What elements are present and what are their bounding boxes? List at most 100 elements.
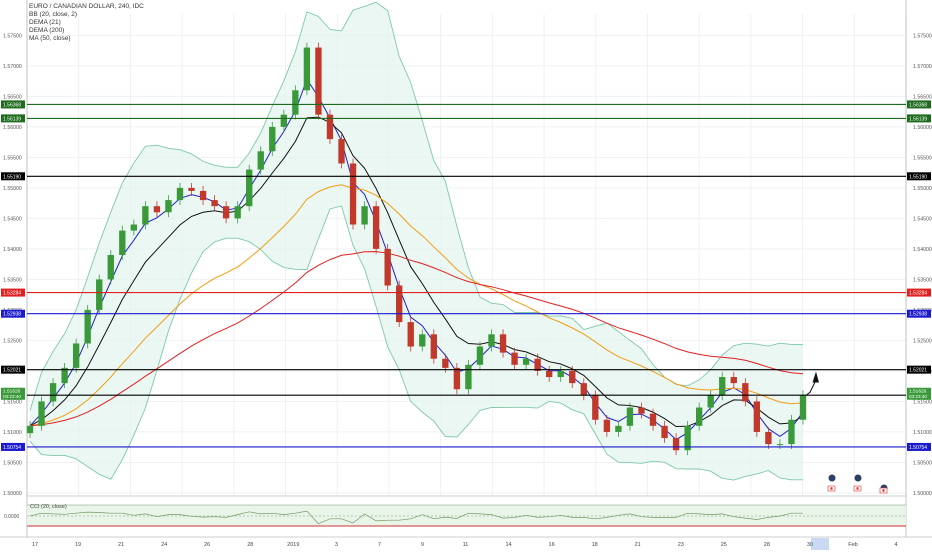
candle-body (684, 425, 691, 451)
countdown-text: 03:23:40 (3, 394, 21, 399)
x-tick-label: 7 (378, 542, 381, 548)
cci-zero-label: 0.0000 (4, 514, 20, 520)
candle-body (742, 383, 749, 402)
level-tag-left-text: 1.52938 (3, 312, 21, 318)
x-tick-label: 4 (894, 542, 897, 548)
candle-body (338, 139, 345, 164)
level-tag-right-text: 1.52021 (909, 368, 927, 374)
level-tag-right-text: 1.52938 (909, 312, 927, 318)
bb-band-fill (30, 2, 803, 481)
indicator-ma50: MA (50, close) (29, 35, 71, 42)
x-tick-label: 3 (335, 542, 338, 548)
y-tick-label-left: 1.52500 (3, 338, 22, 344)
x-tick-label: 21 (118, 542, 124, 548)
indicator-bb: BB (20, close, 2) (29, 11, 78, 18)
y-tick-label-left: 1.57500 (3, 33, 22, 39)
level-tag-left (1, 365, 25, 374)
event-icon[interactable] (854, 474, 862, 482)
candle-body (246, 169, 253, 207)
y-tick-label-left: 1.54500 (3, 216, 22, 222)
x-tick-label: 2019 (287, 542, 299, 548)
candle-body (199, 190, 207, 201)
candle-body (569, 370, 576, 384)
ma50-line (29, 184, 804, 427)
projection-arrow (805, 379, 817, 396)
candle-body (453, 367, 461, 390)
x-axis-labels: 17 19 21 24 26 28 2019 3 7 9 11 14 16 18 21 23 25 28 30 Feb… (32, 542, 898, 548)
x-tick-label: 23 (678, 542, 684, 548)
symbol-title: EURO / CANADIAN DOLLAR, 240, IDC (29, 3, 144, 10)
y-tick-label-right: 1.53500 (913, 277, 932, 283)
y-tick-label-left: 1.51500 (3, 399, 22, 405)
level-tag-right-text: 1.56139 (909, 116, 927, 122)
x-tick-label: 24 (161, 542, 167, 548)
x-tick-label: 19 (75, 542, 81, 548)
candle-body (222, 206, 230, 219)
y-tick-label-right: 1.55500 (913, 155, 932, 161)
level-tag-left-text: 1.52021 (3, 368, 21, 374)
event-icon[interactable] (828, 474, 836, 482)
candle-body (776, 444, 784, 446)
candle-body (522, 358, 530, 365)
y-tick-label-right: 1.50500 (913, 460, 932, 466)
candle-body (615, 425, 622, 432)
candle-body (465, 364, 472, 390)
x-tick-label: 28 (247, 542, 253, 548)
level-tag-right-text: 1.56368 (909, 102, 927, 108)
bb-lower-line (29, 205, 803, 481)
projection-arrow-head (812, 371, 819, 383)
y-tick-label-right: 1.55000 (913, 186, 932, 192)
flag-ca-leaf (856, 487, 859, 490)
candle-body (119, 230, 126, 255)
y-tick-label-left: 1.54000 (3, 247, 22, 253)
level-tag-left (1, 288, 25, 297)
y-tick-label-right: 1.54500 (913, 216, 932, 222)
candles (26, 42, 807, 456)
event-markers[interactable] (827, 474, 888, 494)
y-tick-label-left: 1.51000 (3, 430, 22, 436)
candle-body (280, 114, 287, 127)
x-tick-label: 21 (635, 542, 641, 548)
level-tag-left (1, 442, 25, 451)
candle-body (49, 383, 57, 402)
candle-body (384, 248, 391, 286)
candle-body (546, 370, 553, 378)
current-price-text: 1.51626 (3, 389, 21, 395)
x-tick-label: 14 (505, 542, 511, 548)
cci-pane: CCI (20, close) 0.0000 (4, 504, 906, 527)
candle-body (326, 114, 334, 140)
y-tick-label-right: 1.57500 (913, 33, 932, 39)
candle-body (269, 126, 276, 152)
candle-body (396, 285, 403, 323)
candle-body (61, 367, 68, 384)
x-tick-label: 17 (32, 542, 38, 548)
cci-band-fill (27, 505, 906, 526)
candle-body (142, 206, 149, 225)
x-tick-label: 18 (592, 542, 598, 548)
candle-body (107, 255, 114, 280)
candle-body (361, 206, 368, 225)
candle-body (788, 419, 795, 445)
x-tick-label: Feb (848, 542, 857, 548)
candle-body (799, 395, 807, 420)
candle-body (84, 309, 91, 344)
level-tag-left-text: 1.56368 (3, 102, 21, 108)
level-tag-left-text: 1.55190 (3, 174, 21, 180)
x-tick-label: 26 (204, 542, 210, 548)
current-price-tag-left (1, 387, 25, 400)
y-tick-label-right: 1.50000 (913, 491, 932, 497)
candle-body (765, 431, 772, 445)
candle-body (72, 343, 80, 368)
level-tag-right (907, 288, 931, 297)
cci-label: CCI (20, close) (30, 504, 67, 510)
level-tag-left-text: 1.53284 (3, 291, 21, 297)
current-price-text: 1.51626 (909, 389, 927, 395)
candle-body (292, 90, 299, 115)
candle-body (499, 334, 507, 353)
level-tag-right (907, 309, 931, 318)
y-tick-label-left: 1.55000 (3, 186, 22, 192)
candle-body (672, 438, 680, 451)
y-tick-label-right: 1.52500 (913, 338, 932, 344)
